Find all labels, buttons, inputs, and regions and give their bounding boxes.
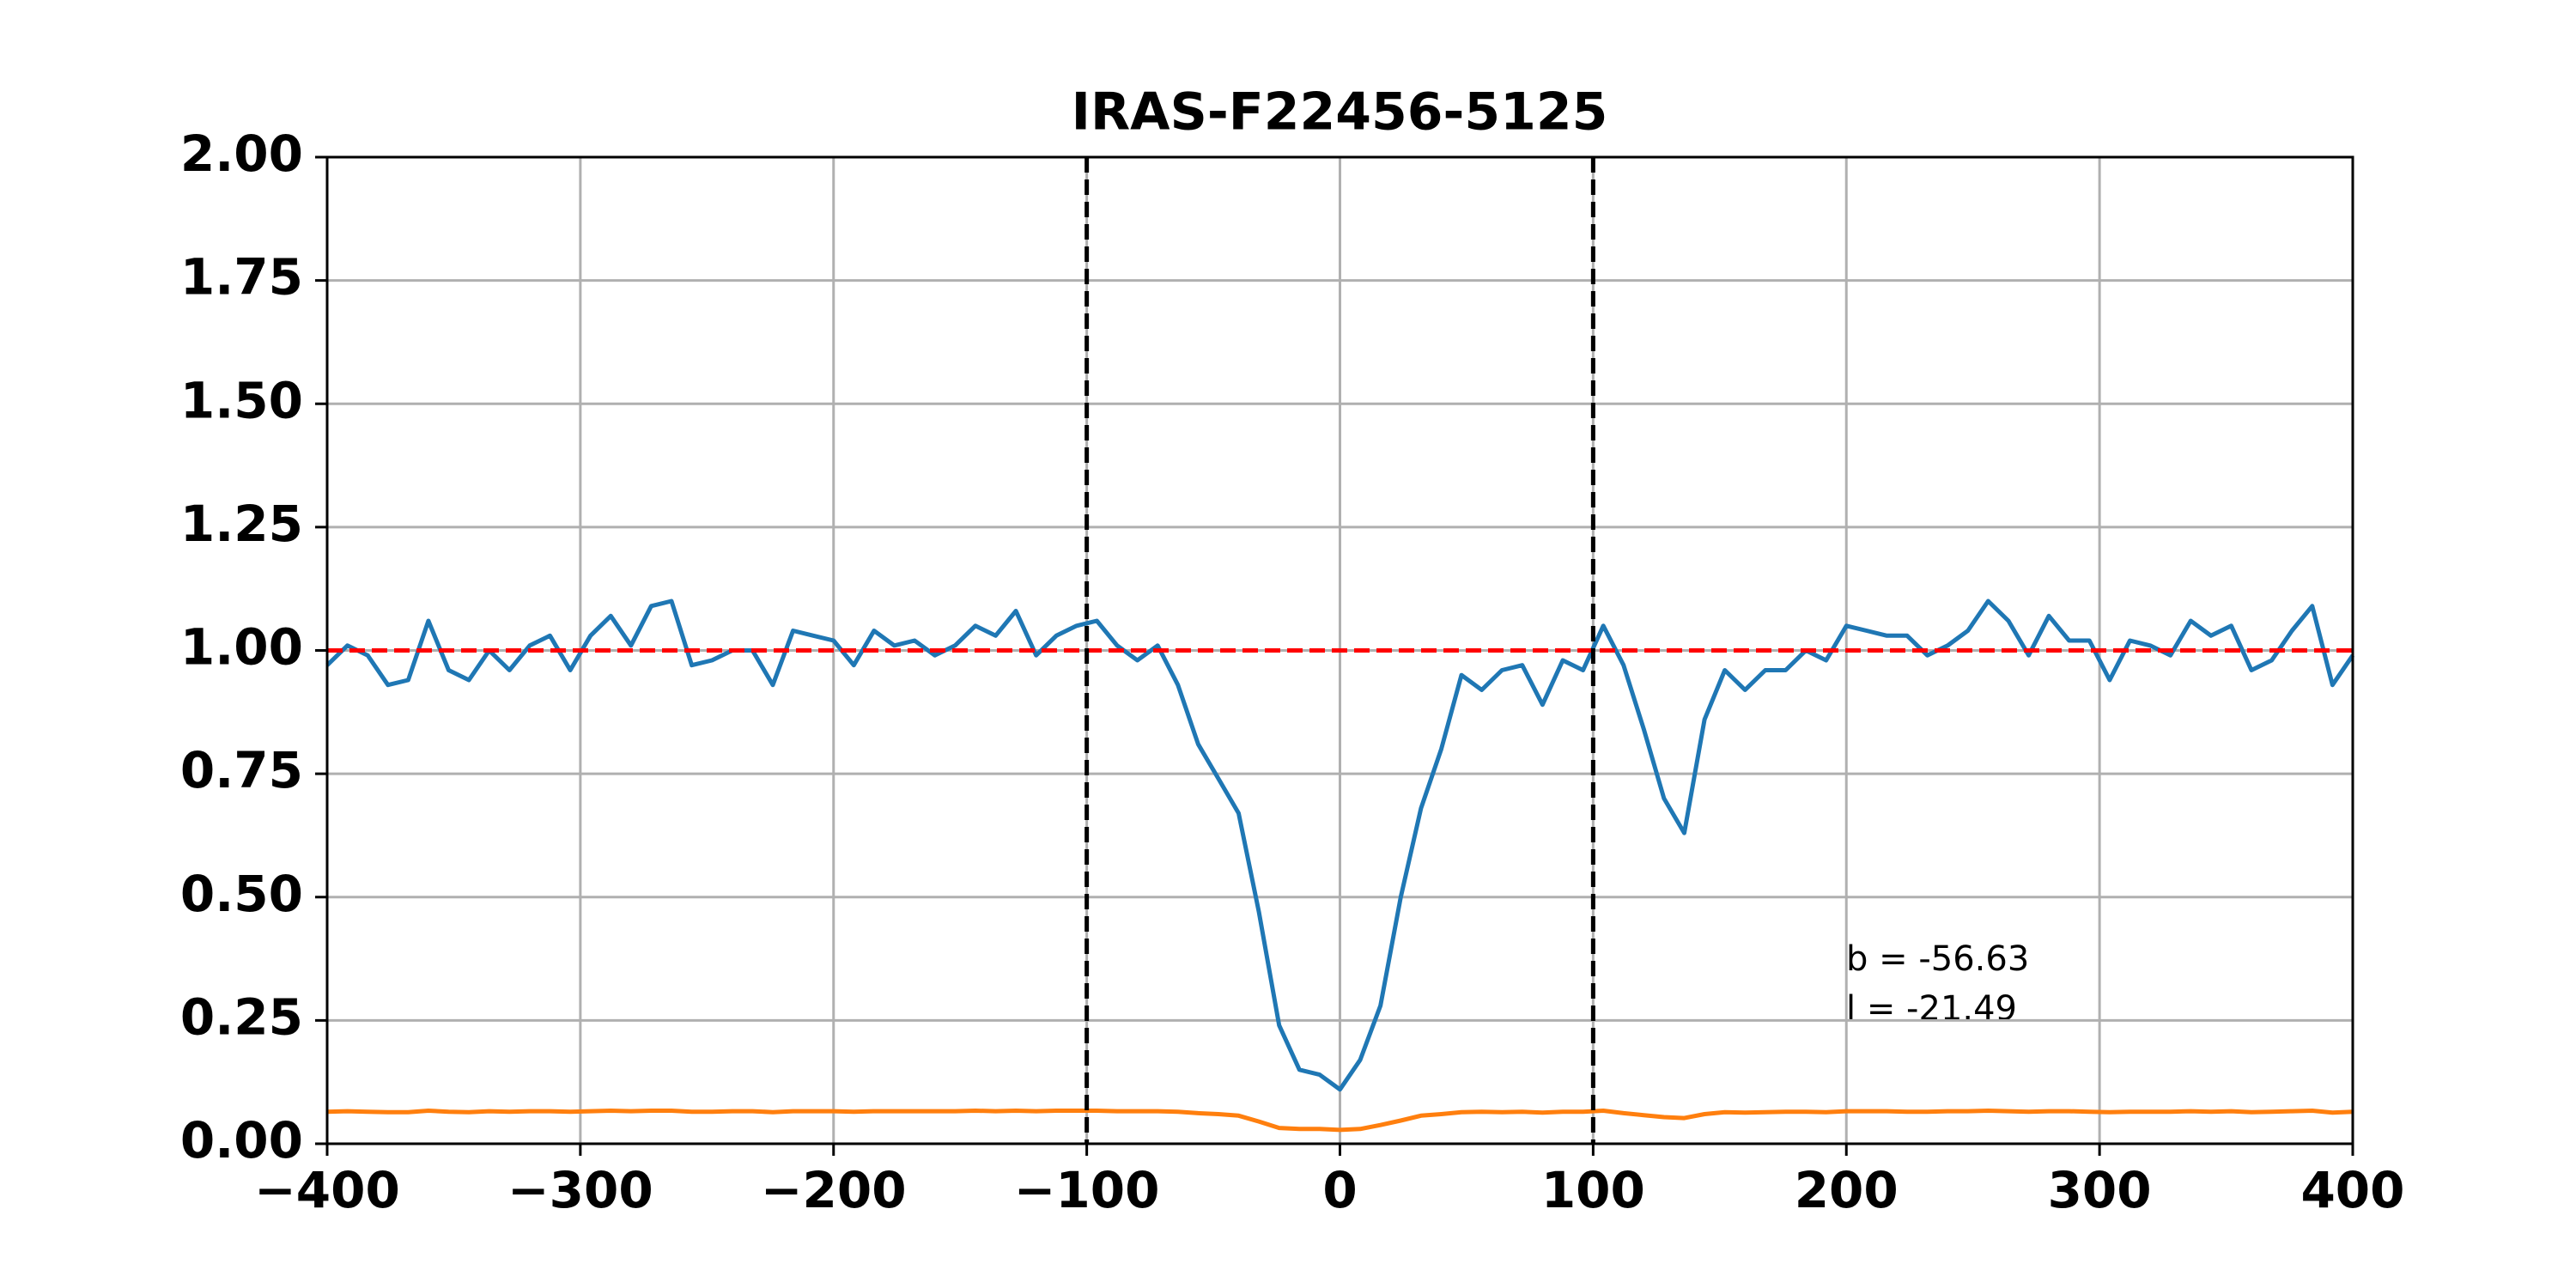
x-tick-label: −300 [507, 1161, 653, 1219]
y-tick-label: 2.00 [180, 125, 303, 183]
y-tick-label: 1.25 [180, 495, 303, 553]
x-tick-label: 0 [1322, 1161, 1357, 1219]
y-tick-label: 0.50 [180, 865, 303, 923]
y-tick-label: 1.75 [180, 248, 303, 307]
y-tick-label: 0.25 [180, 987, 303, 1046]
x-tick-label: 400 [2300, 1161, 2404, 1219]
x-tick-label: −100 [1014, 1161, 1160, 1219]
y-tick-label: 1.50 [180, 371, 303, 429]
plot-frame [325, 155, 2354, 1145]
y-tick-label: 1.00 [180, 618, 303, 677]
data-line [326, 1109, 2354, 1133]
data-line [325, 598, 2355, 1092]
annotation: b = -56.63 [1846, 939, 2029, 979]
annotation: l = -21.49 [1846, 989, 2017, 1029]
x-tick-label: 200 [1795, 1161, 1899, 1219]
y-tick-label: 0.75 [180, 741, 303, 799]
chart-title: IRAS-F22456-5125 [1072, 82, 1608, 143]
x-tick-label: −400 [254, 1161, 400, 1219]
x-tick-label: 100 [1541, 1161, 1645, 1219]
x-tick-label: −200 [761, 1161, 907, 1219]
x-tick-label: 300 [2048, 1161, 2152, 1219]
y-tick-label: 0.00 [180, 1111, 303, 1170]
